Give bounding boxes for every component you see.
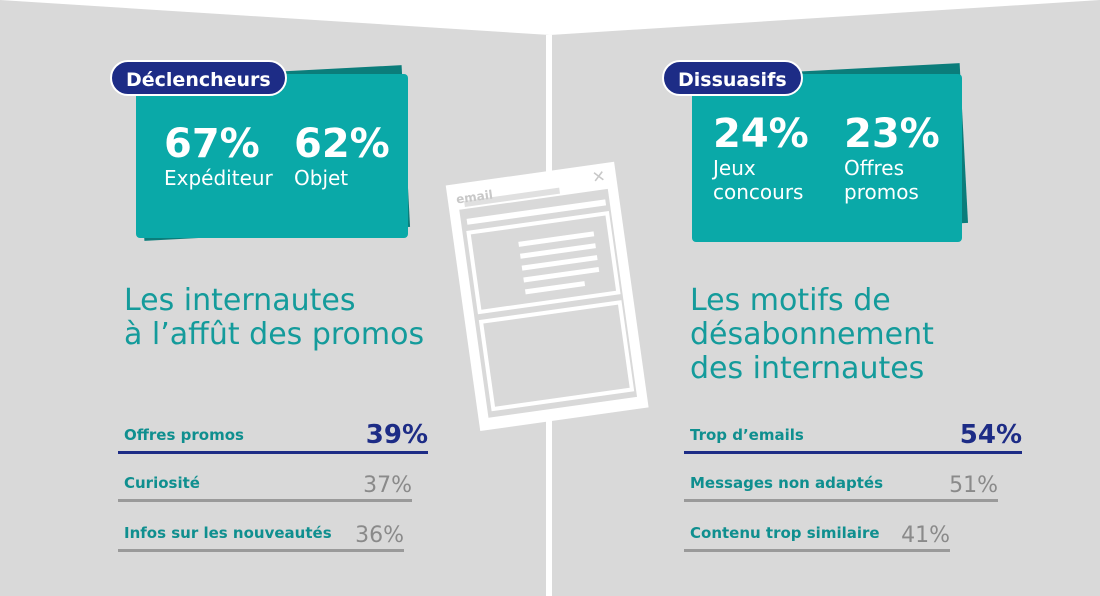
right-row-2-value: 51% <box>949 473 998 498</box>
left-stat-1: 67% Expéditeur <box>164 122 273 190</box>
right-badge: Dissuasifs <box>662 60 803 96</box>
right-stat-2-label: Offres promos <box>844 156 919 204</box>
right-stat-1-value: 24% <box>713 111 809 157</box>
right-row-1-line <box>684 451 1022 454</box>
right-row-3-label: Contenu trop similaire <box>690 524 880 542</box>
right-stat-1: 24% Jeux concours <box>713 112 809 204</box>
right-stat-2-value: 23% <box>844 111 940 157</box>
left-row-1-value: 39% <box>365 420 428 450</box>
left-row-3-line <box>118 549 404 552</box>
svg-text:✕: ✕ <box>591 166 607 187</box>
right-row-2-line <box>684 499 998 502</box>
left-row-3-value: 36% <box>355 523 404 548</box>
left-row-1-label: Offres promos <box>124 426 244 444</box>
right-row-1: Trop d’emails 54% <box>684 414 1022 454</box>
left-row-2-line <box>118 499 412 502</box>
left-stat-2: 62% Objet <box>294 122 390 190</box>
left-heading: Les internautes à l’affût des promos <box>124 283 425 352</box>
left-row-2: Curiosité 37% <box>118 462 412 502</box>
right-stats-card <box>692 74 962 242</box>
left-row-1-line <box>118 451 428 454</box>
right-row-1-value: 54% <box>959 420 1022 450</box>
right-row-3-value: 41% <box>901 523 950 548</box>
left-row-2-label: Curiosité <box>124 474 200 492</box>
right-row-3-line <box>684 549 950 552</box>
left-stat-1-value: 67% <box>164 121 260 167</box>
left-row-2-value: 37% <box>363 473 412 498</box>
left-badge: Déclencheurs <box>110 60 287 96</box>
left-row-3-label: Infos sur les nouveautés <box>124 524 332 542</box>
right-stat-2: 23% Offres promos <box>844 112 940 204</box>
left-stat-1-label: Expéditeur <box>164 166 273 190</box>
right-row-1-label: Trop d’emails <box>690 426 804 444</box>
email-window-icon: ✕ <box>445 161 649 432</box>
left-stat-2-label: Objet <box>294 166 349 190</box>
right-stat-1-label: Jeux concours <box>713 156 804 204</box>
right-row-2-label: Messages non adaptés <box>690 474 884 492</box>
right-heading: Les motifs de désabonnement des internau… <box>690 283 934 386</box>
left-row-1: Offres promos 39% <box>118 414 428 454</box>
left-row-3: Infos sur les nouveautés 36% <box>118 512 404 552</box>
left-stat-2-value: 62% <box>294 121 390 167</box>
right-row-2: Messages non adaptés 51% <box>684 462 998 502</box>
left-stats-card <box>136 74 408 238</box>
right-row-3: Contenu trop similaire 41% <box>684 512 950 552</box>
